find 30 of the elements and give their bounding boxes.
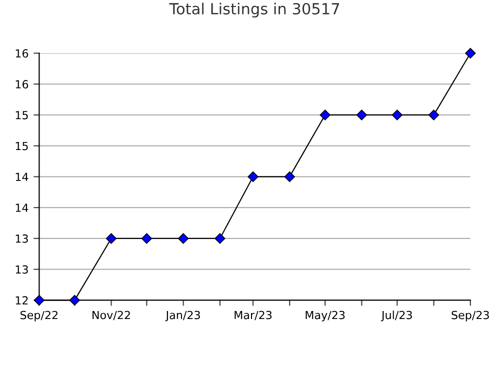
y-tick-label: 14 — [16, 204, 28, 212]
x-tick-label: Nov/22 — [92, 310, 130, 320]
point — [356, 110, 368, 120]
y-tick-label: 15 — [16, 111, 28, 120]
point — [428, 110, 440, 120]
x-tick-label: Jan/23 — [165, 310, 200, 322]
x-tick-label: Sep/22 — [20, 310, 58, 322]
y-tick-label: 14 — [16, 172, 28, 181]
y-tick-label: 13 — [16, 234, 28, 243]
point — [141, 233, 152, 244]
x-tick-label: Sep/23 — [452, 310, 489, 322]
x-tick-label: Mar/23 — [234, 310, 272, 320]
y-tick-label: 16 — [16, 49, 28, 58]
x-tick-label: May/23 — [306, 310, 345, 322]
point — [34, 294, 45, 306]
point — [392, 110, 402, 120]
point — [320, 110, 330, 120]
chart-title: Total Listings in 30517 — [169, 2, 340, 18]
y-tick-label: 12 — [16, 296, 28, 304]
point — [214, 233, 226, 244]
point — [69, 294, 80, 306]
point — [248, 171, 258, 182]
point — [284, 171, 295, 182]
y-tick-label: 16 — [16, 80, 28, 88]
point — [106, 233, 117, 244]
y-tick-label: 15 — [16, 142, 28, 150]
y-tick-label: 13 — [16, 265, 28, 274]
point — [465, 48, 476, 59]
point — [178, 233, 189, 244]
x-tick-label: Jul/23 — [380, 310, 412, 322]
